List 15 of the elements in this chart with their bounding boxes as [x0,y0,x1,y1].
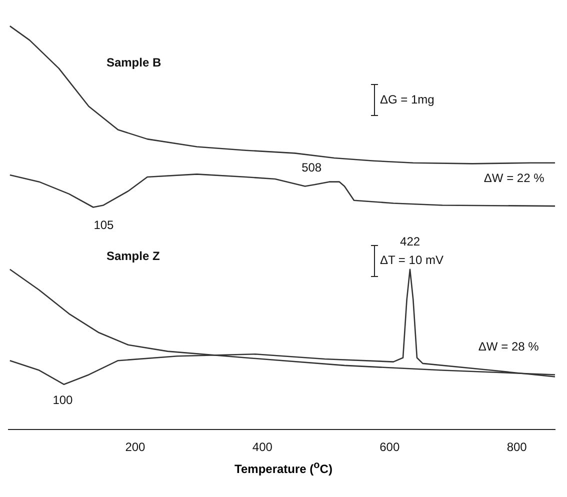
annotation: ΔW = 28 % [478,340,540,354]
annotation: ΔG = 1mg [380,92,434,107]
annotation: Sample Z [106,249,160,264]
annotation: 105 [94,218,114,232]
x-tick-label: 600 [380,440,400,454]
annotation: Sample B [106,56,162,70]
annotation: ΔW = 22 % [484,170,545,185]
x-tick-label: 800 [506,440,528,454]
x-tick-label: 400 [252,440,273,454]
x-tick-label: 200 [125,440,146,454]
annotation: ΔT = 10 mV [380,253,444,268]
x-axis-title: Temperature ($^{o}$C) [234,460,334,476]
annotation: 422 [400,234,420,249]
annotation: 100 [52,393,74,408]
annotation: 508 [302,160,322,175]
